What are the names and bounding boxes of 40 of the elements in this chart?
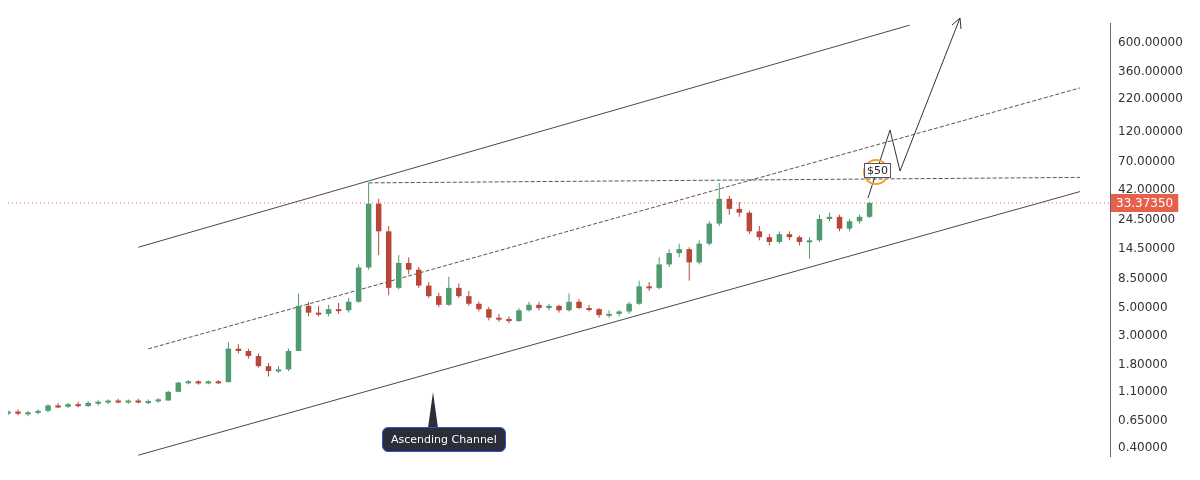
candlestick (85, 400, 91, 408)
annotation: Ascending Channel (382, 427, 506, 452)
candlestick (15, 408, 21, 416)
y-tick-label: 14.50000 (1118, 241, 1176, 256)
y-tick-label: 220.00000 (1118, 90, 1183, 105)
y-tick-label: 3.00000 (1118, 328, 1168, 343)
candlestick (586, 304, 592, 312)
candlestick (55, 402, 61, 409)
y-tick-label: 1.80000 (1118, 356, 1168, 371)
y-tick-label: 600.00000 (1118, 35, 1183, 50)
y-tick-label: 0.65000 (1118, 413, 1168, 428)
annotation: $50 (864, 163, 891, 178)
candlestick (546, 303, 552, 311)
candlestick (506, 315, 512, 324)
candlestick (496, 313, 502, 323)
candlestick (415, 266, 422, 289)
candlestick (606, 309, 612, 319)
y-tick-label: 8.50000 (1118, 270, 1168, 285)
candlestick (806, 236, 813, 260)
ref-line-label: 33.37350 (1116, 196, 1174, 211)
y-tick-label: 42.00000 (1118, 182, 1176, 197)
candlestick (536, 301, 542, 311)
candlestick (75, 401, 81, 408)
candlestick (656, 256, 662, 290)
y-tick-label: 1.10000 (1118, 383, 1168, 398)
y-tick-label: 360.00000 (1118, 63, 1183, 78)
candlestick (616, 309, 622, 317)
candlestick (566, 293, 572, 312)
candlestick (636, 280, 642, 306)
y-tick-label: 120.00000 (1118, 124, 1183, 139)
y-tick-label: 5.00000 (1118, 300, 1168, 315)
candlestick (686, 246, 692, 282)
candlestick (35, 408, 41, 416)
candlestick (25, 410, 31, 417)
y-tick-label: 0.40000 (1118, 439, 1168, 454)
y-tick-label: 24.50000 (1118, 212, 1176, 227)
y-tick-label: 70.00000 (1118, 154, 1176, 169)
candlestick (446, 276, 452, 307)
candlestick (706, 220, 713, 246)
candlestick (556, 304, 562, 314)
